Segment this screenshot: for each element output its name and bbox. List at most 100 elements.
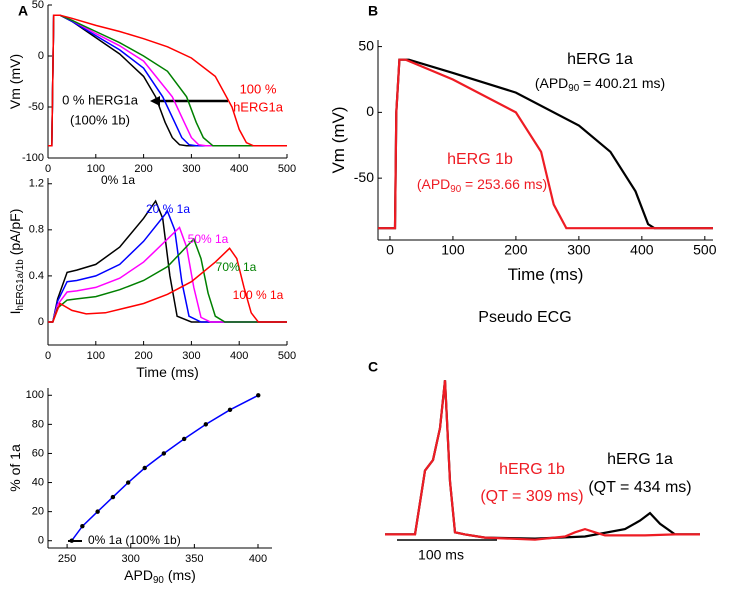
annotation: 100 % 1a	[233, 288, 284, 302]
annotation: hERG 1b	[499, 461, 565, 478]
annotation: (APD90 = 400.21 ms)	[535, 75, 665, 94]
y-tick-label: 100	[26, 389, 44, 401]
annotation-part: = 400.21 ms)	[579, 75, 665, 91]
point	[125, 480, 131, 485]
y-tick-label: 0.4	[29, 270, 44, 282]
x-tick-label: 0	[386, 242, 394, 258]
series-line	[385, 380, 700, 541]
scale-bar-label: 100 ms	[418, 547, 464, 563]
annotation-part: (APD	[417, 176, 450, 192]
axis-label: Vm (mV)	[329, 106, 348, 173]
annotation: 100 %	[240, 81, 277, 96]
series-line	[378, 58, 713, 230]
y-tick-label: 0	[38, 316, 44, 328]
point	[80, 523, 85, 529]
annotation-part: 90	[450, 184, 461, 195]
series-line	[48, 247, 287, 323]
annotation: hERG 1a	[607, 451, 673, 468]
axis-label: Vm (mV)	[7, 54, 23, 109]
y-tick-label: 0	[38, 535, 44, 547]
point	[110, 494, 116, 500]
y-tick-label: -50	[28, 101, 44, 113]
y-tick-label: -50	[354, 169, 374, 185]
x-tick-label: 300	[122, 553, 140, 565]
annotation: (QT = 434 ms)	[588, 479, 691, 496]
x-tick-label: 500	[278, 350, 296, 362]
annotation-part: hERG 1a	[567, 51, 633, 68]
annotation-part: = 253.66 ms)	[461, 176, 547, 192]
x-tick-label: 300	[182, 163, 200, 175]
annotation: 0% 1a	[101, 173, 135, 187]
axis-label: % of 1a	[7, 444, 23, 492]
x-tick-label: 100	[87, 350, 105, 362]
series-line	[48, 226, 287, 323]
y-tick-label: 50	[358, 37, 374, 53]
axis-label-text: % of 1a	[7, 444, 23, 492]
annotation: hERG 1b	[447, 151, 513, 168]
point	[161, 451, 167, 456]
annotation: hERG 1a	[567, 51, 633, 68]
y-tick-label: 0	[366, 103, 374, 119]
x-tick-label: 400	[230, 350, 248, 362]
x-tick-label: 0	[45, 163, 51, 175]
axis-label: Time (ms)	[136, 364, 198, 380]
x-tick-label: 0	[45, 350, 51, 362]
x-tick-label: 300	[182, 350, 200, 362]
x-tick-label: 500	[693, 242, 717, 258]
x-tick-label: 200	[134, 350, 152, 362]
annotation: (APD90 = 253.66 ms)	[417, 176, 547, 195]
y-tick-label: 20	[32, 506, 44, 518]
x-tick-label: 400	[249, 553, 267, 565]
point	[95, 509, 100, 514]
y-tick-label: 0.8	[29, 224, 44, 236]
y-tick-label: 1.2	[29, 178, 44, 190]
annotation-part: (APD	[535, 75, 568, 91]
point	[256, 393, 261, 398]
annotation: (100% 1b)	[70, 112, 130, 127]
series-line	[71, 394, 259, 542]
x-tick-label: 350	[185, 553, 203, 565]
annotation: 0% 1a (100% 1b)	[88, 533, 181, 547]
y-tick-label: 80	[32, 418, 44, 430]
point	[181, 436, 187, 442]
series-line	[48, 237, 287, 323]
x-tick-label: 200	[134, 163, 152, 175]
panel-label: A	[18, 3, 28, 19]
panel-label: C	[368, 359, 378, 375]
axis-label-text: Time (ms)	[136, 364, 198, 380]
x-tick-label: 300	[567, 242, 591, 258]
y-tick-label: 0	[38, 50, 44, 62]
y-tick-label: 40	[32, 476, 44, 488]
annotation: 20 % 1a	[146, 202, 190, 216]
annotation-part: 90	[568, 83, 579, 94]
axis-label-text: Time (ms)	[508, 265, 584, 284]
panel-label: B	[368, 3, 378, 19]
y-tick-label: -100	[22, 152, 44, 164]
axis-label: Time (ms)	[508, 265, 584, 284]
x-tick-label: 200	[504, 242, 528, 258]
y-tick-label: 60	[32, 447, 44, 459]
axis-label-unit: (ms)	[168, 567, 196, 583]
annotation-part: hERG 1b	[447, 151, 513, 168]
chart-title: Pseudo ECG	[478, 309, 571, 326]
axis-label-sub: hERG1a/1b	[15, 259, 26, 311]
series-line	[48, 209, 287, 323]
x-tick-label: 250	[58, 553, 76, 565]
x-tick-label: 500	[278, 163, 296, 175]
annotation: 0 % hERG1a	[62, 92, 139, 107]
axis-label-sub: 90	[153, 575, 164, 586]
x-tick-label: 400	[230, 163, 248, 175]
y-tick-label: 50	[32, 0, 44, 11]
point	[69, 538, 74, 543]
annotation: hERG1a	[233, 99, 284, 114]
axis-label-text: I	[7, 311, 23, 315]
axis-label-unit: (pA/pF)	[7, 209, 23, 256]
point	[142, 465, 147, 471]
annotation: (QT = 309 ms)	[480, 488, 583, 505]
axis-label-text: Vm (mV)	[329, 106, 348, 173]
point	[203, 422, 209, 427]
series-line	[48, 199, 287, 323]
annotation: 70% 1a	[216, 260, 257, 274]
x-tick-label: 100	[441, 242, 465, 258]
